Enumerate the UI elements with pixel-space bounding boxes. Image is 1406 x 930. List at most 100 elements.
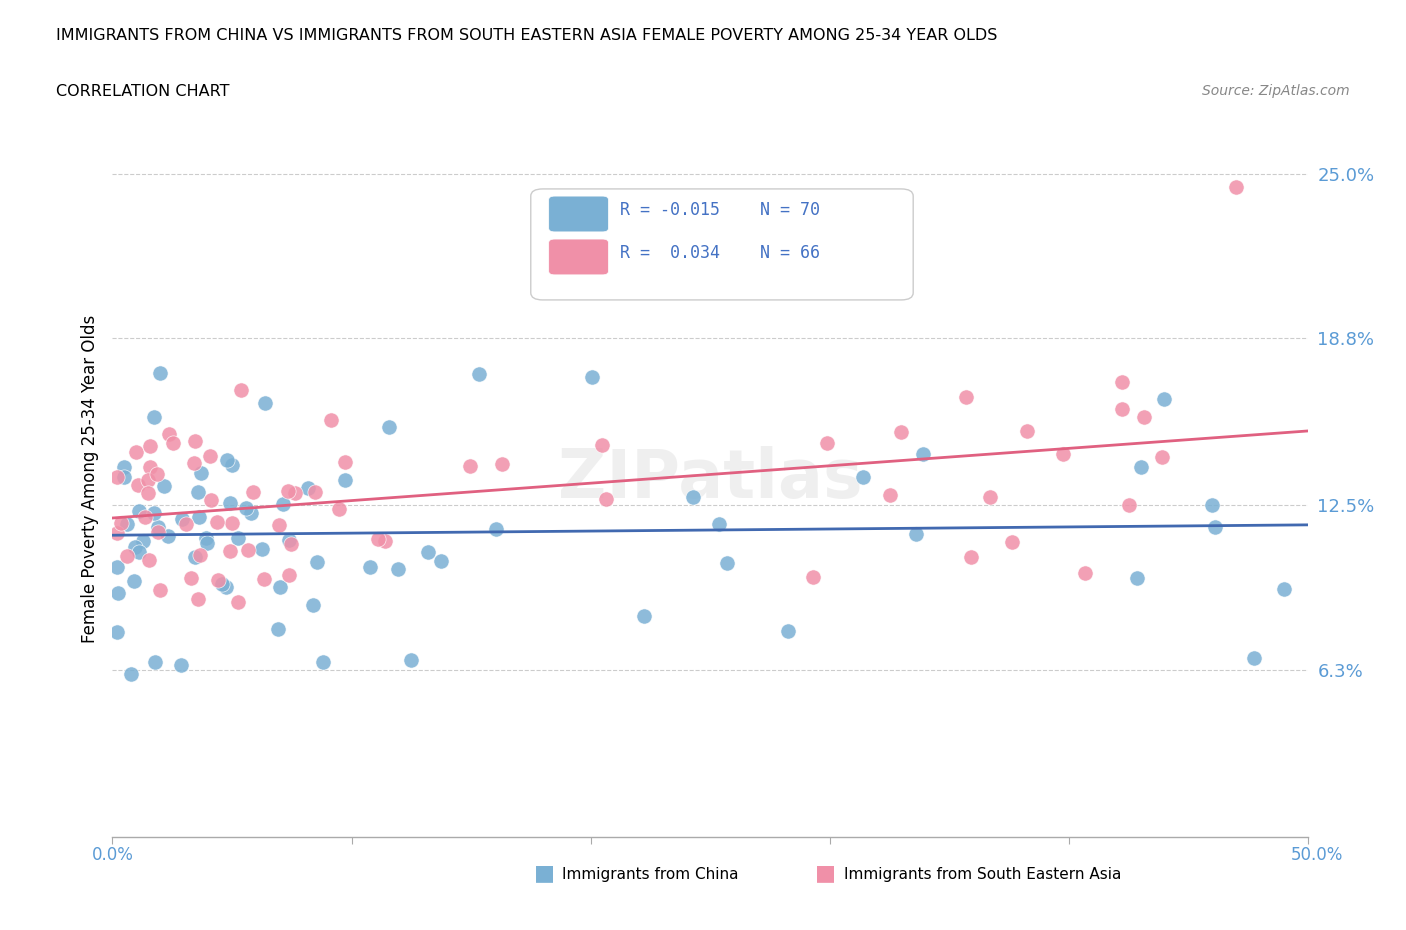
- Point: [269, 579, 291, 594]
- Point: [138, 552, 160, 567]
- Point: [128, 545, 150, 560]
- Text: 50.0%: 50.0%: [1291, 846, 1343, 864]
- Point: [280, 537, 302, 551]
- Point: [139, 460, 162, 475]
- Point: [1111, 375, 1133, 390]
- Point: [127, 478, 149, 493]
- Point: [387, 562, 409, 577]
- Point: [458, 458, 481, 473]
- Point: [148, 519, 170, 534]
- Text: R =  0.034    N = 66: R = 0.034 N = 66: [620, 245, 820, 262]
- Point: [1225, 179, 1247, 194]
- Point: [1052, 446, 1074, 461]
- Point: [211, 577, 233, 591]
- Point: [226, 594, 249, 609]
- Point: [239, 506, 262, 521]
- Point: [468, 367, 491, 382]
- FancyBboxPatch shape: [548, 196, 609, 232]
- Point: [176, 517, 198, 532]
- Point: [136, 472, 159, 487]
- Point: [190, 465, 212, 480]
- Point: [1272, 582, 1295, 597]
- Point: [430, 553, 453, 568]
- Point: [105, 525, 128, 540]
- Point: [1243, 651, 1265, 666]
- Text: R = -0.015    N = 70: R = -0.015 N = 70: [620, 202, 820, 219]
- Point: [491, 457, 513, 472]
- Point: [162, 436, 184, 451]
- Point: [200, 492, 222, 507]
- Point: [215, 579, 238, 594]
- Point: [198, 449, 221, 464]
- Point: [157, 427, 180, 442]
- Point: [335, 455, 357, 470]
- Point: [148, 525, 170, 539]
- Point: [890, 424, 912, 439]
- Point: [143, 655, 166, 670]
- Point: [595, 492, 617, 507]
- Point: [359, 560, 381, 575]
- Point: [485, 522, 508, 537]
- Point: [120, 666, 142, 681]
- Point: [960, 550, 983, 565]
- Text: Immigrants from South Eastern Asia: Immigrants from South Eastern Asia: [844, 867, 1121, 882]
- Point: [132, 533, 155, 548]
- Point: [591, 438, 613, 453]
- Point: [188, 548, 211, 563]
- FancyBboxPatch shape: [548, 239, 609, 275]
- Point: [297, 481, 319, 496]
- Point: [633, 608, 655, 623]
- Point: [304, 485, 326, 499]
- Point: [105, 470, 128, 485]
- Point: [205, 515, 228, 530]
- Point: [277, 533, 299, 548]
- Point: [117, 549, 139, 564]
- Point: [195, 536, 218, 551]
- Point: [1132, 409, 1154, 424]
- Point: [136, 485, 159, 500]
- Point: [1118, 498, 1140, 512]
- Point: [207, 573, 229, 588]
- Point: [253, 571, 276, 586]
- Y-axis label: Female Poverty Among 25-34 Year Olds: Female Poverty Among 25-34 Year Olds: [80, 315, 98, 643]
- FancyBboxPatch shape: [531, 189, 914, 300]
- Point: [1074, 565, 1097, 580]
- Point: [266, 621, 288, 636]
- Point: [801, 570, 824, 585]
- Point: [851, 470, 873, 485]
- Point: [1130, 459, 1153, 474]
- Text: Immigrants from China: Immigrants from China: [562, 867, 740, 882]
- Point: [284, 485, 307, 500]
- Point: [242, 485, 264, 499]
- Text: ■: ■: [534, 863, 555, 883]
- Point: [277, 568, 299, 583]
- Point: [879, 488, 901, 503]
- Point: [1201, 498, 1223, 513]
- Point: [149, 583, 172, 598]
- Point: [146, 467, 169, 482]
- Point: [105, 625, 128, 640]
- Point: [122, 574, 145, 589]
- Point: [235, 500, 257, 515]
- Point: [184, 434, 207, 449]
- Point: [194, 530, 217, 545]
- Point: [187, 591, 209, 606]
- Point: [399, 653, 422, 668]
- Text: Source: ZipAtlas.com: Source: ZipAtlas.com: [1202, 84, 1350, 98]
- Point: [128, 504, 150, 519]
- Point: [581, 369, 603, 384]
- Point: [112, 459, 135, 474]
- Point: [1150, 449, 1173, 464]
- Point: [238, 543, 260, 558]
- Text: CORRELATION CHART: CORRELATION CHART: [56, 84, 229, 99]
- Text: ZIPatlas: ZIPatlas: [558, 446, 862, 512]
- Point: [112, 470, 135, 485]
- Point: [301, 597, 323, 612]
- Point: [148, 365, 170, 380]
- Point: [1125, 571, 1147, 586]
- Point: [328, 501, 350, 516]
- Point: [979, 490, 1001, 505]
- Point: [134, 510, 156, 525]
- Point: [180, 570, 202, 585]
- Point: [277, 484, 299, 498]
